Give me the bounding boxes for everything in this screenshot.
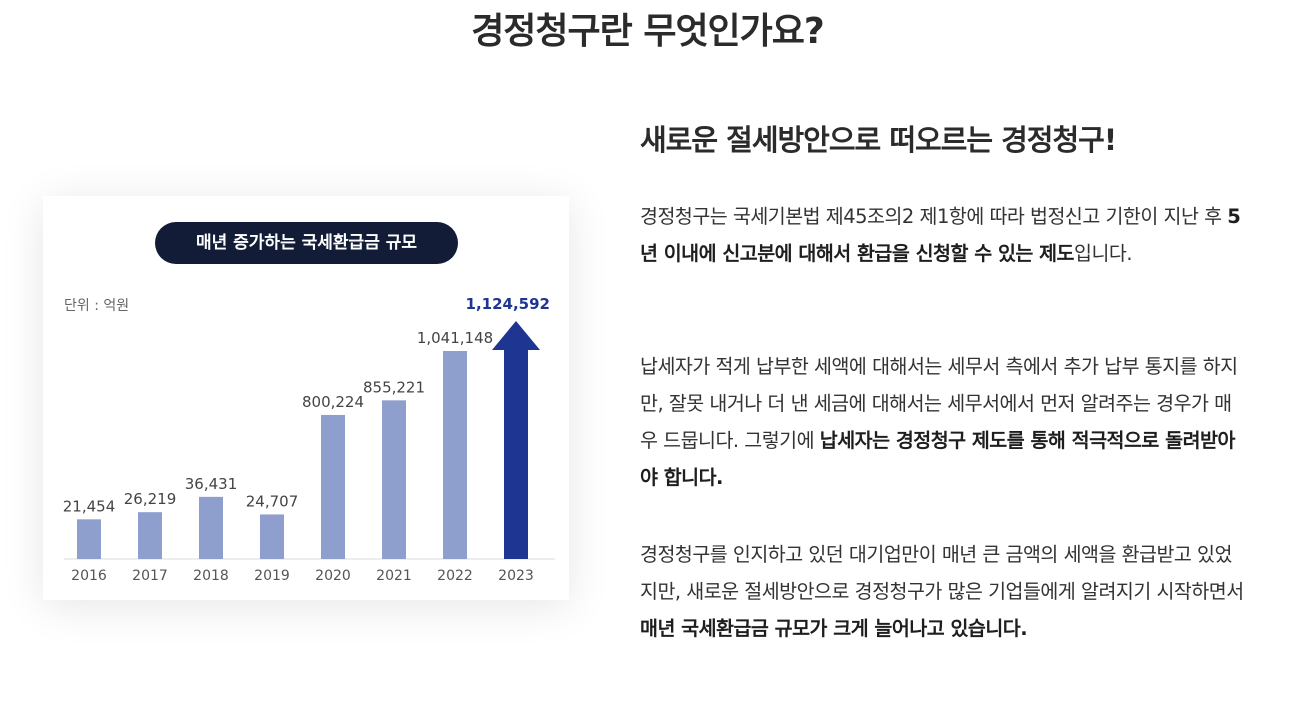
paragraph-definition: 경정청구는 국세기본법 제45조의2 제1항에 따라 법정신고 기한이 지난 후… [640,198,1245,272]
bar-chart: 21,454 2016 26,219 2017 36,431 2018 24,707 2019… [63,295,555,584]
bar-2020 [321,414,345,559]
subtitle-highlight: 새로운 절세방안 [640,123,830,157]
tick-label-2023: 2023 [498,568,534,584]
p3-bold: 매년 국세환급금 규모가 크게 늘어나고 있습니다. [640,617,1028,640]
tick-label-2018: 2018 [193,568,229,584]
value-label-2019: 24,707 [246,492,299,510]
value-label-2016: 21,454 [63,497,116,515]
tick-label-2017: 2017 [132,568,168,584]
tick-label-2021: 2021 [376,568,412,584]
bar-2019 [260,514,284,559]
tick-label-2019: 2019 [254,568,290,584]
description-section: 새로운 절세방안으로 떠오르는 경정청구! 경정청구는 국세기본법 제45조의2… [640,120,1245,640]
p1-bold: 5년 이내에 신고분에 대해서 환급을 신청할 수 있는 제도 [640,205,1241,265]
paragraph-trend: 경정청구를 인지하고 있던 대기업만이 매년 큰 금액의 세액을 환급받고 있었… [640,536,1245,647]
bar-2017 [138,512,162,559]
value-label-2021: 855,221 [363,378,425,396]
value-label-2020: 800,224 [302,393,364,411]
value-label-2017: 26,219 [124,490,177,508]
p2-text: 납세자가 적게 납부한 세액에 대해서는 세무서 측에서 추가 납부 통지를 하… [640,355,1238,452]
subtitle-rest: 으로 떠오르는 경정청구! [828,123,1117,157]
chart-card: 21,454 2016 26,219 2017 36,431 2018 24,707 2019… [43,196,569,600]
p2-bold: 납세자는 경정청구 제도를 통해 적극적으로 돌려받아야 합니다. [640,429,1235,489]
value-label-2023: 1,124,592 [466,295,550,313]
value-label-2022: 1,041,148 [417,329,493,347]
unit-label: 단위 : 억원 [64,298,130,314]
bar-2016 [77,519,101,559]
p1-text: 경정청구는 국세기본법 제45조의2 제1항에 따라 법정신고 기한이 지난 후 [640,205,1228,228]
section-subtitle: 새로운 절세방안으로 떠오르는 경정청구! [640,120,1245,160]
page-title: 경정청구란 무엇인가요? [471,11,825,52]
bar-2022 [443,351,467,559]
value-label-2018: 36,431 [185,475,238,493]
chart-title-pill: 매년 증가하는 국세환급금 규모 [155,222,458,264]
paragraph-taxpayer: 납세자가 적게 납부한 세액에 대해서는 세무서 측에서 추가 납부 통지를 하… [640,348,1245,496]
bar-2018 [199,496,223,559]
tick-label-2022: 2022 [437,568,473,584]
tick-label-2020: 2020 [315,568,351,584]
bar-2021 [382,400,406,559]
bar-2023-arrow [492,321,540,559]
p1-end: 입니다. [1074,242,1133,265]
p3-text: 경정청구를 인지하고 있던 대기업만이 매년 큰 금액의 세액을 환급받고 있었… [640,543,1244,603]
tick-label-2016: 2016 [71,568,107,584]
